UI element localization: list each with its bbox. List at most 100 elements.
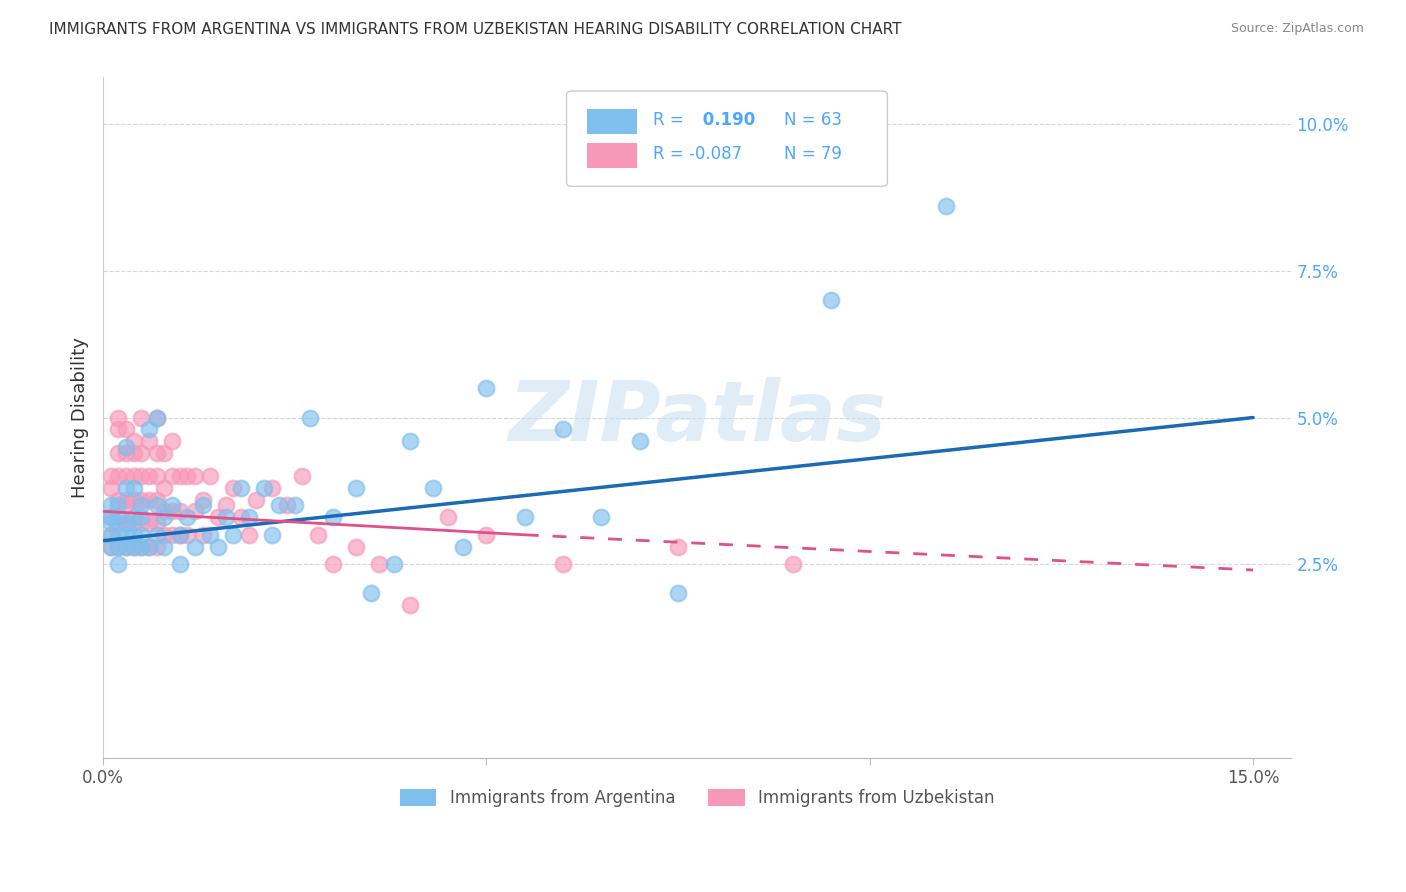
Point [322, 510, 344, 524]
Point [728, 146, 751, 161]
Point [215, 510, 238, 524]
Point [115, 540, 138, 554]
Point [437, 510, 460, 524]
Point [666, 586, 689, 600]
Bar [586, 144, 637, 168]
Point [200, 469, 222, 483]
Point [207, 510, 229, 524]
Point [628, 434, 651, 448]
Point [122, 540, 145, 554]
Point [153, 528, 176, 542]
Point [100, 540, 122, 554]
Point [269, 499, 291, 513]
Point [122, 516, 145, 530]
Point [322, 557, 344, 571]
Point [146, 469, 169, 483]
Point [782, 557, 804, 571]
FancyBboxPatch shape [567, 91, 887, 186]
Point [153, 540, 176, 554]
Point [122, 510, 145, 524]
Point [184, 469, 207, 483]
Bar [586, 110, 637, 134]
Point [666, 540, 689, 554]
Point [229, 481, 252, 495]
Point [107, 422, 129, 436]
Point [122, 446, 145, 460]
Point [146, 410, 169, 425]
Point [191, 528, 214, 542]
Point [131, 540, 153, 554]
Point [138, 516, 160, 530]
Point [820, 293, 842, 308]
Point [107, 516, 129, 530]
Point [207, 540, 229, 554]
Point [176, 469, 198, 483]
Point [260, 481, 283, 495]
Point [115, 540, 138, 554]
Point [131, 410, 153, 425]
Y-axis label: Hearing Disability: Hearing Disability [72, 337, 89, 498]
Point [160, 528, 183, 542]
Point [122, 481, 145, 495]
Point [191, 492, 214, 507]
Point [344, 540, 367, 554]
Point [146, 516, 169, 530]
Point [138, 492, 160, 507]
Point [122, 434, 145, 448]
Point [253, 481, 276, 495]
Point [100, 499, 122, 513]
Point [398, 434, 420, 448]
Point [146, 540, 169, 554]
Point [115, 492, 138, 507]
Point [122, 469, 145, 483]
Point [100, 528, 122, 542]
Point [115, 516, 138, 530]
Text: N = 63: N = 63 [785, 112, 842, 129]
Point [107, 446, 129, 460]
Point [344, 481, 367, 495]
Point [107, 499, 129, 513]
Point [299, 410, 322, 425]
Point [115, 446, 138, 460]
Point [153, 481, 176, 495]
Point [115, 469, 138, 483]
Point [260, 528, 283, 542]
Point [222, 481, 245, 495]
Point [146, 410, 169, 425]
Point [107, 410, 129, 425]
Point [398, 598, 420, 612]
Point [169, 557, 191, 571]
Point [100, 481, 122, 495]
Point [475, 528, 498, 542]
Point [131, 446, 153, 460]
Point [115, 528, 138, 542]
Point [138, 540, 160, 554]
Point [131, 540, 153, 554]
Point [384, 557, 406, 571]
Point [146, 492, 169, 507]
Legend: Immigrants from Argentina, Immigrants from Uzbekistan: Immigrants from Argentina, Immigrants fr… [392, 782, 1001, 814]
Point [146, 528, 169, 542]
Point [131, 516, 153, 530]
Point [184, 504, 207, 518]
Point [122, 492, 145, 507]
Point [138, 540, 160, 554]
Point [131, 492, 153, 507]
Point [100, 528, 122, 542]
Text: N = 79: N = 79 [785, 145, 842, 163]
Point [100, 540, 122, 554]
Text: Source: ZipAtlas.com: Source: ZipAtlas.com [1230, 22, 1364, 36]
Point [453, 540, 475, 554]
Point [115, 440, 138, 454]
Text: R = -0.087: R = -0.087 [654, 145, 742, 163]
Point [229, 510, 252, 524]
Point [184, 540, 207, 554]
Point [146, 446, 169, 460]
Point [176, 510, 198, 524]
Point [153, 510, 176, 524]
Point [107, 557, 129, 571]
Point [284, 499, 307, 513]
Point [107, 492, 129, 507]
Point [131, 499, 153, 513]
Point [238, 510, 260, 524]
